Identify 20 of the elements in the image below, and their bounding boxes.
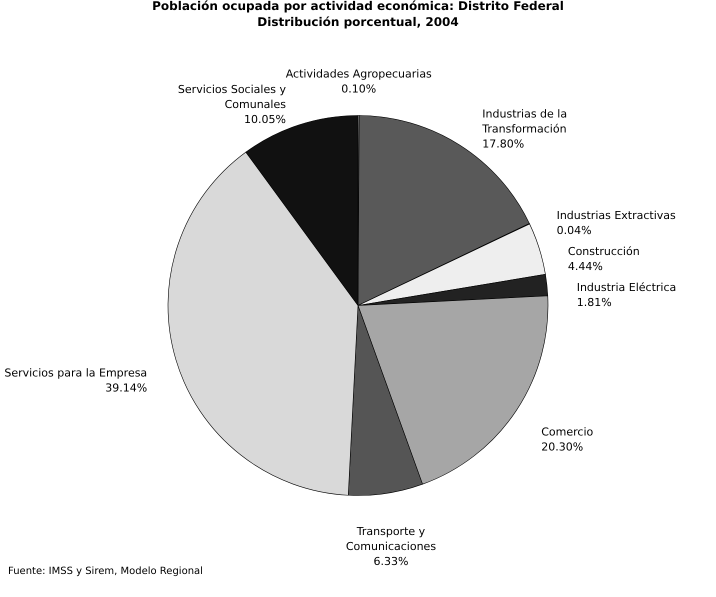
data-label: 1.81% (576, 296, 612, 309)
data-label: 0.04% (556, 224, 592, 237)
slice-label: Actividades Agropecuarias (286, 68, 432, 80)
slice-label: Industrias Extractivas (556, 208, 676, 222)
data-label: 4.44% (568, 260, 603, 273)
source-note: Fuente: IMSS y Sirem, Modelo Regional (8, 566, 203, 577)
chart-title: Población ocupada por actividad económica: Distrito Federal Distribución porcentual, 2004 (152, 0, 564, 29)
data-label: 0.10% (341, 82, 376, 96)
slice-label: Comercio (541, 425, 594, 438)
data-label: 17.80% (482, 138, 524, 151)
slice-label: Servicios para la Empresa (4, 366, 148, 380)
slice-label: Industria Eléctrica (576, 280, 676, 294)
data-label: 10.05% (244, 112, 286, 126)
data-label: 6.33% (373, 555, 408, 568)
slice-label: Construcción (568, 244, 640, 258)
slice-label: Servicios Sociales y Comunales (178, 82, 286, 111)
slice-label: Transporte y Comunicaciones (346, 525, 436, 554)
data-label: 39.14% (105, 381, 148, 394)
data-label: 20.30% (541, 440, 584, 454)
slice-label: Industrias de la Transformación (481, 108, 568, 136)
